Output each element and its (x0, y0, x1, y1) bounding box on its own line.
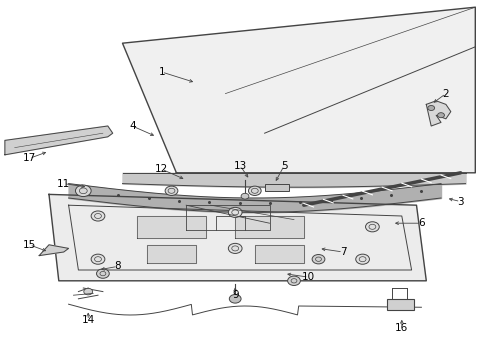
Circle shape (229, 294, 241, 303)
Polygon shape (39, 245, 69, 256)
Text: 4: 4 (129, 121, 136, 131)
Text: 13: 13 (233, 161, 247, 171)
Circle shape (75, 185, 91, 197)
Text: 11: 11 (57, 179, 71, 189)
Circle shape (91, 254, 105, 264)
Circle shape (366, 222, 379, 232)
Circle shape (428, 105, 435, 111)
Circle shape (356, 254, 369, 264)
Circle shape (84, 288, 93, 295)
Circle shape (288, 276, 300, 285)
Text: 1: 1 (158, 67, 165, 77)
Text: 14: 14 (81, 315, 95, 325)
Text: 17: 17 (23, 153, 36, 163)
Circle shape (91, 211, 105, 221)
Circle shape (312, 255, 325, 264)
Circle shape (165, 186, 178, 195)
Circle shape (228, 207, 242, 217)
Text: 12: 12 (155, 164, 169, 174)
Polygon shape (122, 7, 475, 173)
Text: 6: 6 (418, 218, 425, 228)
Text: 9: 9 (232, 290, 239, 300)
Circle shape (228, 243, 242, 253)
Polygon shape (235, 216, 304, 238)
Polygon shape (137, 216, 206, 238)
Polygon shape (147, 245, 196, 263)
FancyBboxPatch shape (265, 184, 289, 191)
Circle shape (248, 186, 261, 195)
FancyBboxPatch shape (387, 299, 414, 310)
Text: 15: 15 (23, 240, 36, 250)
Text: 2: 2 (442, 89, 449, 99)
Text: 16: 16 (395, 323, 409, 333)
Text: 5: 5 (281, 161, 288, 171)
Circle shape (438, 113, 444, 118)
Text: 3: 3 (457, 197, 464, 207)
Polygon shape (49, 194, 426, 281)
Polygon shape (5, 126, 113, 155)
Text: 8: 8 (114, 261, 121, 271)
Circle shape (241, 193, 249, 199)
Circle shape (97, 269, 109, 278)
Polygon shape (426, 101, 451, 126)
Text: 7: 7 (340, 247, 346, 257)
Polygon shape (255, 245, 304, 263)
Text: 10: 10 (302, 272, 315, 282)
